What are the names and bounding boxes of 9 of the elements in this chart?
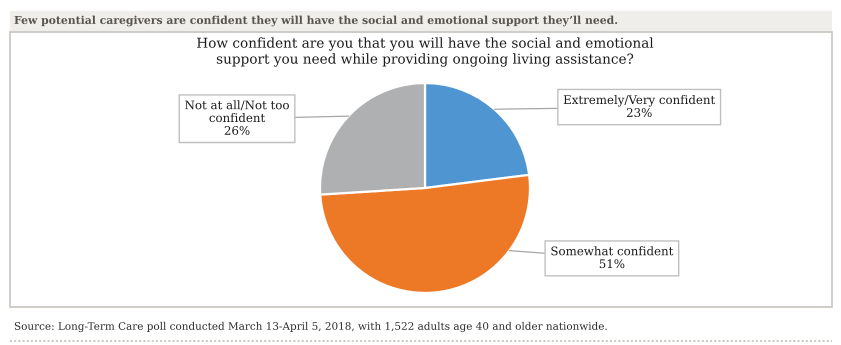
data-label: 23% [626, 108, 652, 118]
chart-title: How confident are you that you will have the social and emotional support you need while providing ongoing living assistance? [197, 37, 654, 67]
data-label: 26% [224, 126, 250, 135]
source-note: Source: Long-Term Care poll conducted March 13-April 5, 2018, with 1,522 adults age 40 and older nationwide. [14, 322, 607, 332]
slice-label: Extremely/Very confident [564, 94, 716, 107]
chart-subtitle: Few potential caregivers are confident they will have the social and emotional support they’ll need. [14, 16, 618, 26]
data-label: 51% [600, 259, 624, 268]
slice-label: Not at all/Not too confident [185, 100, 289, 122]
slice-label: Somewhat confident [551, 246, 674, 256]
